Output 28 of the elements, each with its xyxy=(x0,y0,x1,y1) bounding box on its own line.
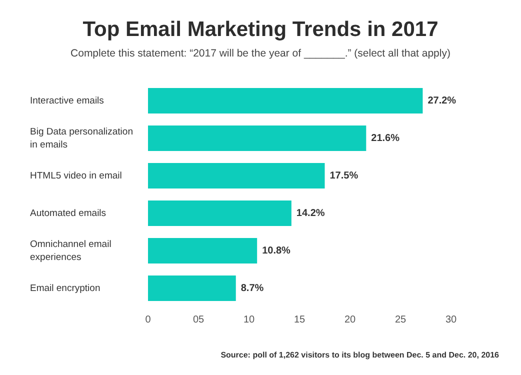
chart-subtitle: Complete this statement: “2017 will be the year of _______.” (select all that apply) xyxy=(70,48,450,60)
chart-title: Top Email Marketing Trends in 2017 xyxy=(82,18,438,41)
bar xyxy=(148,276,236,301)
y-tick-label: Email encryption xyxy=(30,282,100,294)
y-tick-label: HTML5 video in email xyxy=(30,170,122,182)
bar xyxy=(148,126,366,151)
x-tick-label: 30 xyxy=(445,314,457,326)
data-label: 21.6% xyxy=(371,132,400,144)
bar xyxy=(148,200,292,226)
data-label: 17.5% xyxy=(330,170,358,182)
data-label: 27.2% xyxy=(428,95,456,106)
y-tick-label: Automated emails xyxy=(30,208,106,219)
x-tick-label: 10 xyxy=(243,314,255,326)
x-tick-label: 20 xyxy=(344,314,356,326)
bar xyxy=(148,163,325,188)
source-note: Source: poll of 1,262 visitors to its blog between Dec. 5 and Dec. 20, 2016 xyxy=(220,350,500,360)
y-tick-label: Interactive emails xyxy=(30,95,104,106)
bar xyxy=(148,238,258,264)
bar xyxy=(148,88,423,114)
data-label: 8.7% xyxy=(240,282,264,294)
y-tick-label: Omnichannel email experiences xyxy=(30,238,114,263)
data-label: 14.2% xyxy=(296,208,325,219)
x-tick-label: 05 xyxy=(192,314,204,326)
y-tick-label: Big Data personalization in emails xyxy=(30,126,136,150)
x-tick-label: 15 xyxy=(294,314,306,326)
x-tick-label: 0 xyxy=(145,314,152,326)
x-tick-label: 25 xyxy=(394,314,406,326)
data-label: 10.8% xyxy=(262,245,291,256)
